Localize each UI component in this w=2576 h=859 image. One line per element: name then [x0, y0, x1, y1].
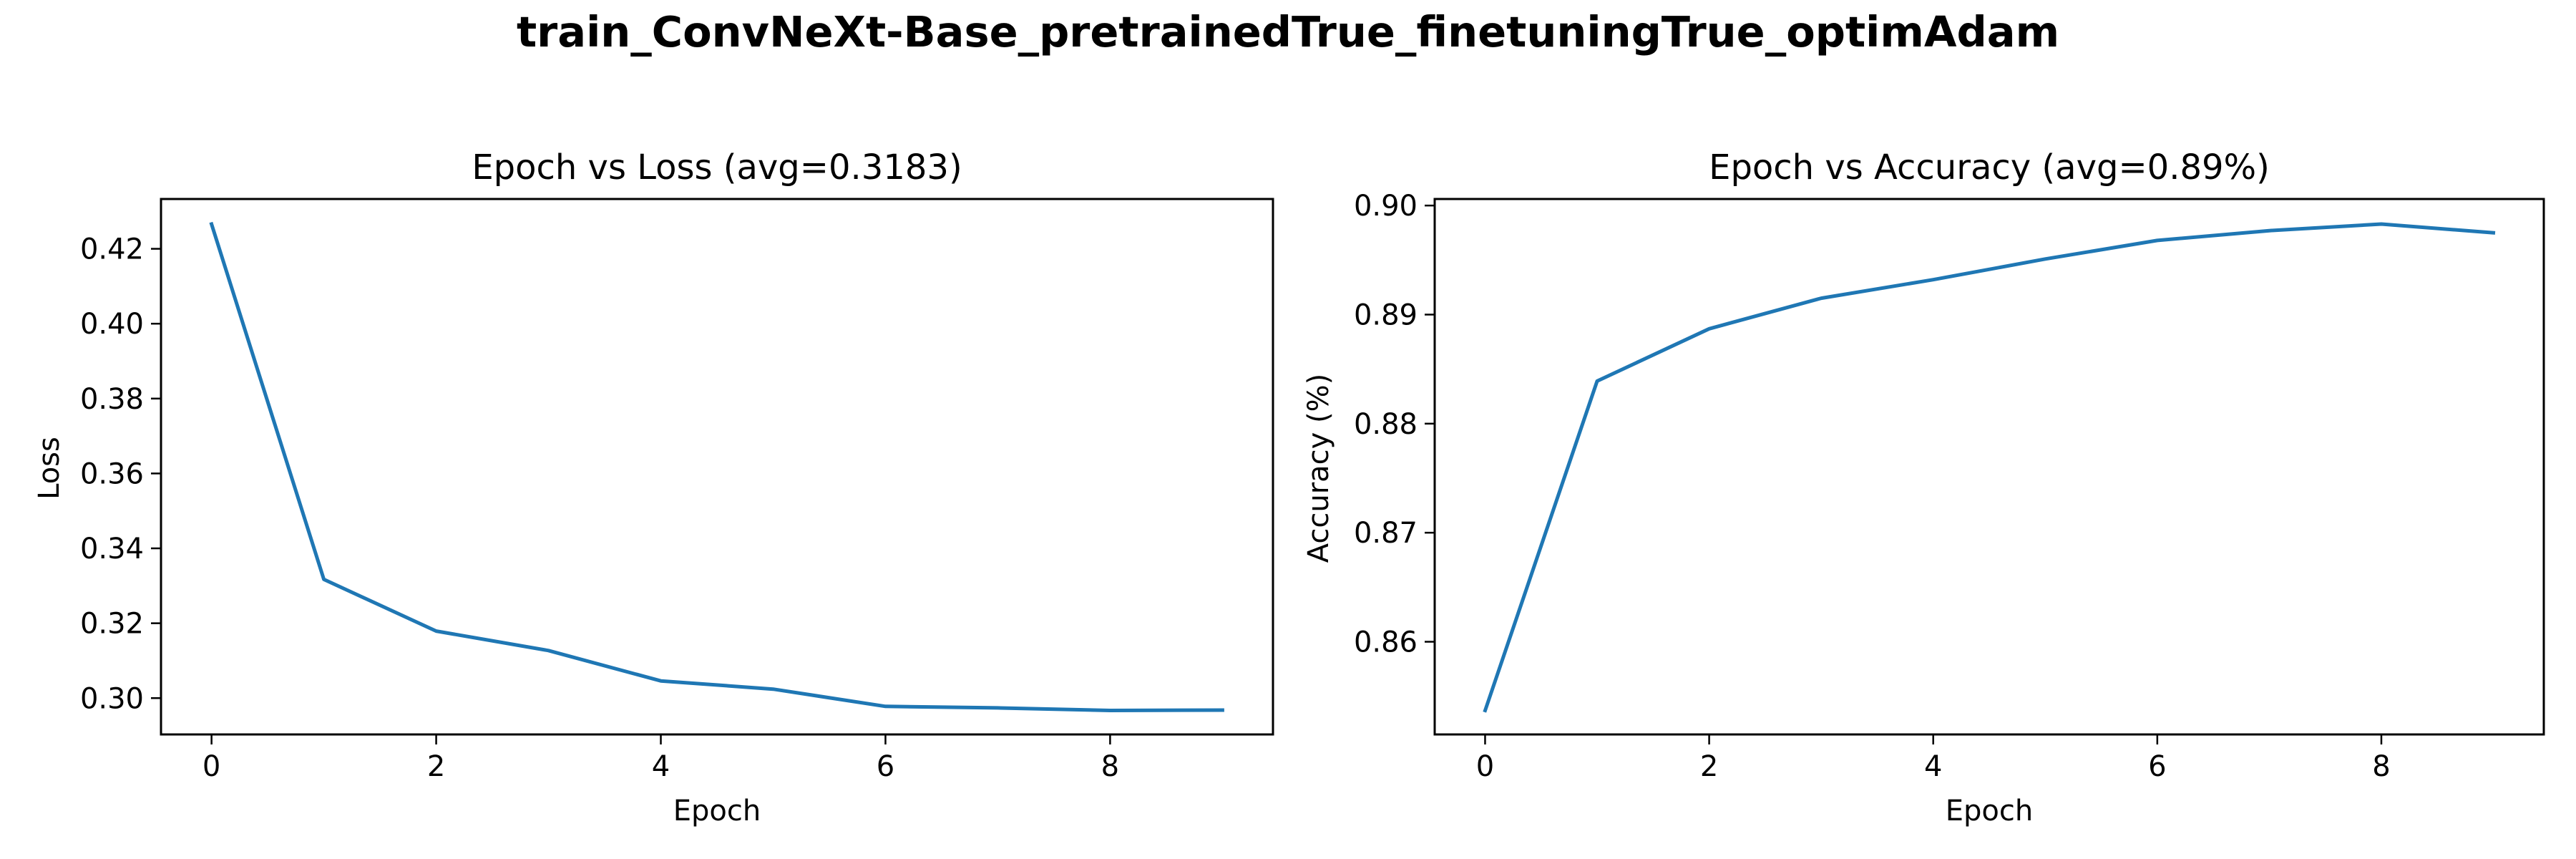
accuracy-chart-title: Epoch vs Accuracy (avg=0.89%) — [1709, 147, 2270, 188]
loss-y-tick-label: 0.32 — [80, 608, 144, 641]
loss-x-tick-label: 8 — [1101, 750, 1119, 783]
accuracy-series — [1483, 222, 2496, 713]
loss-y-tick-label: 0.34 — [80, 533, 144, 566]
accuracy-chart: Epoch vs Accuracy (avg=0.89%) Epoch Accu… — [1302, 147, 2545, 828]
accuracy-y-tick-label: 0.89 — [1354, 299, 1418, 331]
accuracy-y-tick-label: 0.87 — [1354, 517, 1418, 550]
loss-x-tick-label: 4 — [652, 750, 670, 783]
loss-axis-ticks: 0 2 4 6 8 0.30 0.32 0.34 0.36 0.38 0.40 0.42 — [80, 233, 1119, 783]
loss-y-tick-label: 0.38 — [80, 383, 144, 416]
loss-line — [209, 221, 1224, 712]
accuracy-x-tick-label: 2 — [1700, 750, 1718, 783]
accuracy-y-tick-label: 0.88 — [1354, 408, 1418, 441]
accuracy-y-tick-label: 0.86 — [1354, 626, 1418, 659]
loss-plot-frame — [160, 198, 1274, 736]
accuracy-axis-ticks: 0 2 4 6 8 0.86 0.87 0.88 0.89 0.90 — [1354, 190, 2391, 783]
loss-y-tick-label: 0.36 — [80, 457, 144, 490]
accuracy-x-tick-label: 6 — [2148, 750, 2166, 783]
loss-chart: Epoch vs Loss (avg=0.3183) Epoch Loss 0 2… — [33, 147, 1274, 828]
loss-y-tick-label: 0.42 — [80, 233, 144, 266]
loss-y-tick-label: 0.40 — [80, 308, 144, 341]
loss-x-tick-label: 2 — [427, 750, 445, 783]
accuracy-x-tick-label: 4 — [1924, 750, 1942, 783]
figure-title: train_ConvNeXt-Base_pretrainedTrue_finet… — [517, 7, 2059, 57]
accuracy-y-tick-label: 0.90 — [1354, 190, 1418, 223]
loss-y-tick-label: 0.30 — [80, 682, 144, 715]
loss-y-axis-label: Loss — [33, 437, 66, 500]
accuracy-x-axis-label: Epoch — [1946, 795, 2033, 828]
loss-series — [209, 221, 1224, 712]
loss-chart-title: Epoch vs Loss (avg=0.3183) — [472, 147, 962, 188]
accuracy-y-axis-label: Accuracy (%) — [1302, 374, 1335, 563]
loss-x-tick-label: 0 — [203, 750, 220, 783]
accuracy-x-tick-label: 0 — [1476, 750, 1494, 783]
loss-x-tick-label: 6 — [877, 750, 894, 783]
loss-x-axis-label: Epoch — [673, 795, 761, 828]
accuracy-line — [1483, 222, 2496, 713]
accuracy-x-tick-label: 8 — [2372, 750, 2390, 783]
accuracy-plot-frame — [1433, 198, 2545, 736]
